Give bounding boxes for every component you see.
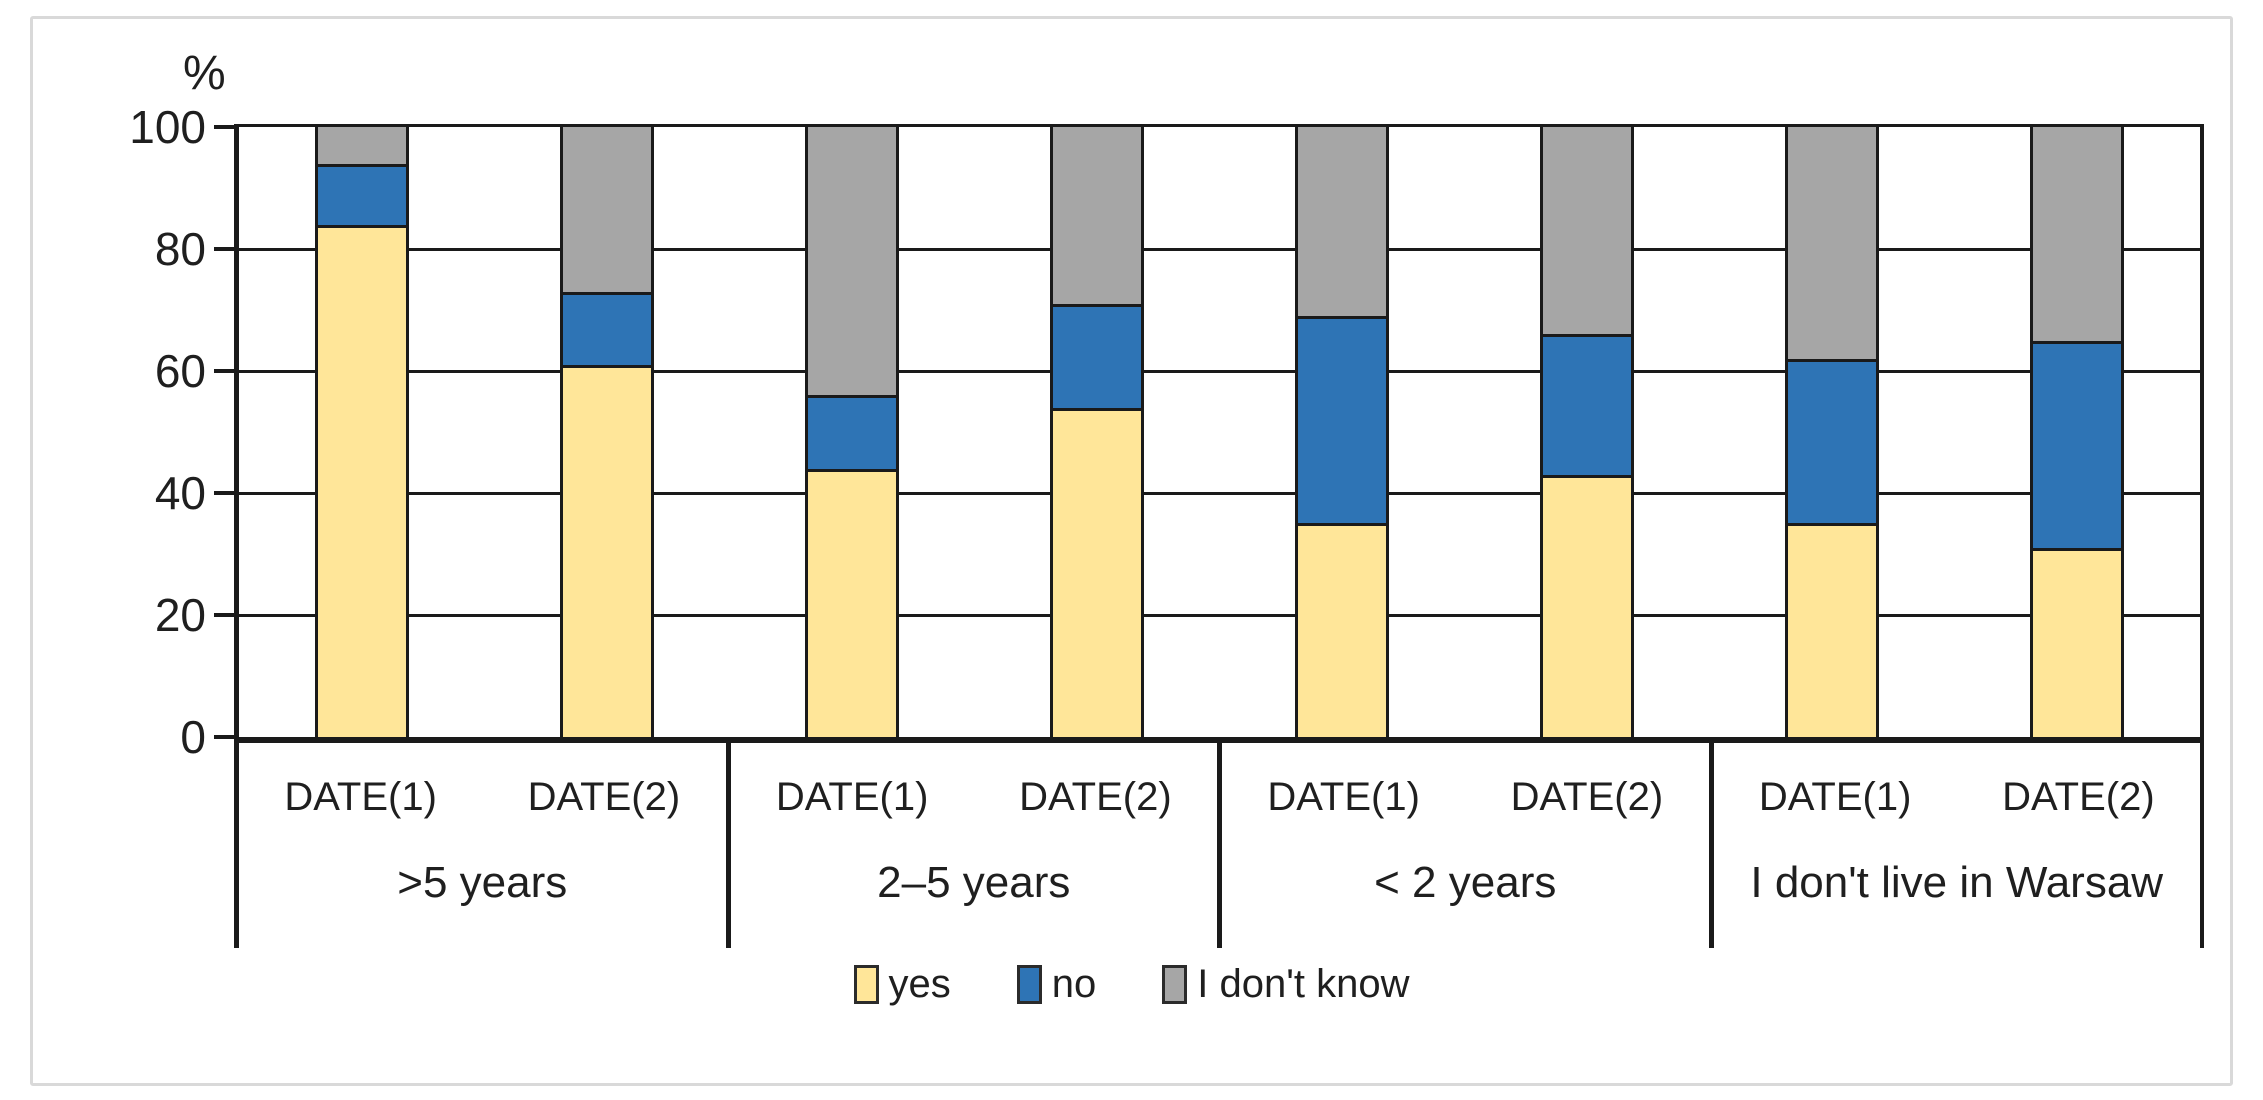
legend-swatch-icon (1162, 965, 1188, 1004)
y-tick-mark (214, 125, 234, 129)
y-tick-mark (214, 735, 234, 739)
bar-segment-no (1052, 303, 1141, 408)
x-sublabel: DATE(1) (775, 774, 929, 819)
plot-area (234, 124, 2204, 743)
y-tick-mark (214, 613, 234, 617)
bar-segment-i-don-t-know (562, 127, 651, 292)
bar-3-date2 (1540, 127, 1635, 737)
legend-item-no: no (1016, 962, 1097, 1007)
x-sublabel: DATE(2) (1019, 774, 1172, 819)
group-column-1 (239, 127, 729, 737)
y-tick-label-100: 100 (129, 101, 206, 153)
bar-segment-no (1543, 334, 1632, 475)
x-sublabel: DATE(2) (527, 774, 681, 819)
date-label-row: DATE(1) DATE(2) (731, 740, 1218, 854)
date-label-row: DATE(1) DATE(2) (1714, 740, 2201, 854)
x-sublabel: DATE(1) (284, 774, 437, 819)
y-tick-label-80: 80 (154, 223, 206, 275)
date-label-row: DATE(1) DATE(2) (1222, 740, 1709, 854)
bar-segment-no (1298, 316, 1387, 524)
legend-swatch-icon (853, 965, 879, 1004)
date-label-row: DATE(1) DATE(2) (239, 740, 726, 854)
bar-segment-yes (1543, 474, 1632, 737)
x-axis-label-table: DATE(1) DATE(2) >5 years DATE(1) DATE(2) 2–5 … (234, 740, 2204, 948)
legend-item-i-don-t-know: I don't know (1162, 962, 1409, 1007)
bar-2-date1 (804, 127, 899, 737)
bar-segment-i-don-t-know (317, 127, 406, 164)
group-column-3 (1220, 127, 1710, 737)
bar-3-date1 (1295, 127, 1390, 737)
bar-segment-no (562, 291, 651, 365)
gridline-20 (239, 614, 2200, 617)
gridline-40 (239, 492, 2200, 495)
bar-1-date1 (314, 127, 409, 737)
bar-segment-i-don-t-know (1052, 127, 1141, 304)
bar-segment-yes (1298, 523, 1387, 737)
group-label: 2–5 years (877, 858, 1071, 907)
x-group-1: DATE(1) DATE(2) >5 years (239, 740, 726, 948)
y-tick-mark (214, 491, 234, 495)
y-tick-label-40: 40 (154, 467, 206, 519)
bar-segment-no (2033, 340, 2122, 548)
bar-4-date1 (1785, 127, 1880, 737)
x-sublabel: DATE(1) (1758, 774, 1912, 819)
bar-segment-no (317, 163, 406, 225)
bar-segment-yes (1788, 523, 1877, 737)
x-sublabel: DATE(2) (2002, 774, 2155, 819)
legend-label: yes (888, 962, 951, 1006)
x-group-3: DATE(1) DATE(2) < 2 years (1217, 740, 1709, 948)
y-tick-label-0: 0 (180, 711, 206, 763)
legend-swatch-icon (1016, 965, 1042, 1004)
group-label: I don't live in Warsaw (1750, 858, 2164, 907)
bar-segment-no (1788, 358, 1877, 524)
bar-segment-i-don-t-know (807, 127, 896, 396)
group-column-4 (1710, 127, 2200, 737)
group-label: < 2 years (1374, 858, 1557, 907)
legend-label: I don't know (1197, 962, 1410, 1006)
bar-segment-yes (807, 468, 896, 737)
bar-segment-no (807, 395, 896, 469)
y-axis-unit-label: % (183, 47, 226, 100)
bar-segment-yes (317, 224, 406, 737)
bar-1-date2 (559, 127, 654, 737)
group-column-2 (729, 127, 1219, 737)
bar-2-date2 (1049, 127, 1144, 737)
bar-segment-i-don-t-know (1298, 127, 1387, 317)
bar-segment-i-don-t-know (2033, 127, 2122, 341)
bar-segment-yes (562, 364, 651, 737)
x-group-2: DATE(1) DATE(2) 2–5 years (725, 740, 1218, 948)
x-group-4: DATE(1) DATE(2) I don't live in Warsaw (1708, 740, 2201, 948)
y-tick-mark (214, 369, 234, 373)
legend-item-yes: yes (853, 962, 951, 1007)
gridline-60 (239, 370, 2200, 373)
bar-groups (239, 127, 2200, 737)
bar-segment-yes (1052, 407, 1141, 737)
group-label: >5 years (397, 858, 568, 907)
bar-segment-yes (2033, 547, 2122, 737)
gridline-80 (239, 248, 2200, 251)
bar-segment-i-don-t-know (1543, 127, 1632, 335)
y-tick-label-20: 20 (154, 589, 206, 641)
y-tick-label-60: 60 (154, 345, 206, 397)
y-tick-mark (214, 247, 234, 251)
bar-segment-i-don-t-know (1788, 127, 1877, 359)
legend: yes no I don't know (0, 962, 2263, 1007)
legend-label: no (1051, 962, 1097, 1006)
x-sublabel: DATE(2) (1510, 774, 1664, 819)
bar-4-date2 (2030, 127, 2125, 737)
x-sublabel: DATE(1) (1267, 774, 1420, 819)
